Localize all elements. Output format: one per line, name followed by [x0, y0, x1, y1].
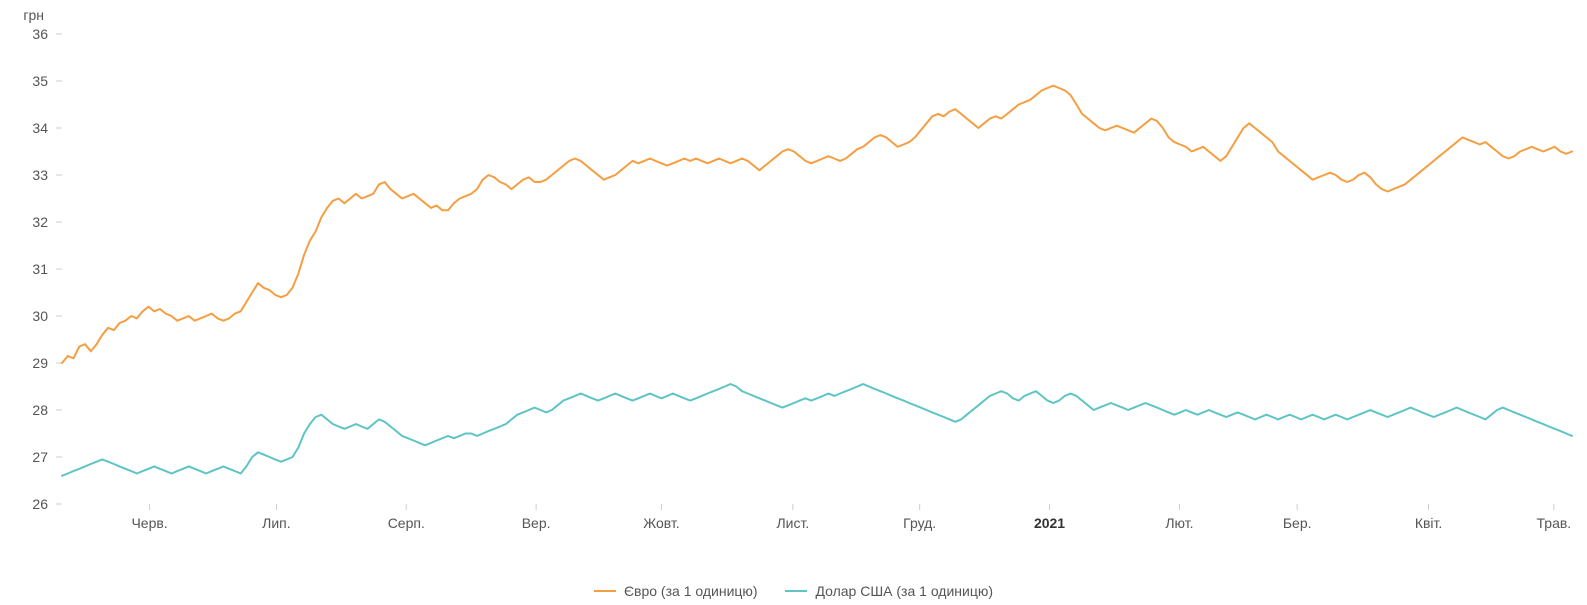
chart-svg: грн 26 27 28 29 30 31 32 33 34 35 36 Черв. Лип. Серп. В… — [0, 0, 1587, 605]
svg-text:32: 32 — [32, 214, 48, 230]
svg-text:30: 30 — [32, 308, 48, 324]
legend-swatch-usd — [785, 590, 807, 592]
svg-text:Жовт.: Жовт. — [643, 515, 679, 531]
legend-label-eur: Євро (за 1 одиницю) — [624, 583, 758, 599]
svg-text:26: 26 — [32, 496, 48, 512]
svg-text:Черв.: Черв. — [131, 515, 167, 531]
svg-text:Лип.: Лип. — [262, 515, 290, 531]
svg-text:34: 34 — [32, 120, 48, 136]
svg-text:28: 28 — [32, 402, 48, 418]
svg-text:Груд.: Груд. — [903, 515, 936, 531]
svg-text:Квіт.: Квіт. — [1415, 515, 1442, 531]
svg-text:33: 33 — [32, 167, 48, 183]
svg-text:Трав.: Трав. — [1537, 515, 1572, 531]
svg-text:Вер.: Вер. — [522, 515, 551, 531]
svg-text:31: 31 — [32, 261, 48, 277]
svg-text:2021: 2021 — [1034, 515, 1065, 531]
svg-text:Бер.: Бер. — [1283, 515, 1312, 531]
legend-swatch-eur — [594, 590, 616, 592]
legend-item-usd: Долар США (за 1 одиницю) — [785, 583, 993, 599]
svg-text:Лист.: Лист. — [776, 515, 809, 531]
svg-text:Лют.: Лют. — [1165, 515, 1193, 531]
svg-text:35: 35 — [32, 73, 48, 89]
currency-chart: грн 26 27 28 29 30 31 32 33 34 35 36 Черв. Лип. Серп. В… — [0, 0, 1587, 605]
svg-text:грн: грн — [23, 7, 44, 23]
svg-text:Серп.: Серп. — [388, 515, 425, 531]
legend-item-eur: Євро (за 1 одиницю) — [594, 583, 758, 599]
svg-text:29: 29 — [32, 355, 48, 371]
svg-text:36: 36 — [32, 26, 48, 42]
svg-text:27: 27 — [32, 449, 48, 465]
legend-label-usd: Долар США (за 1 одиницю) — [815, 583, 993, 599]
legend: Євро (за 1 одиницю) Долар США (за 1 один… — [0, 579, 1587, 599]
